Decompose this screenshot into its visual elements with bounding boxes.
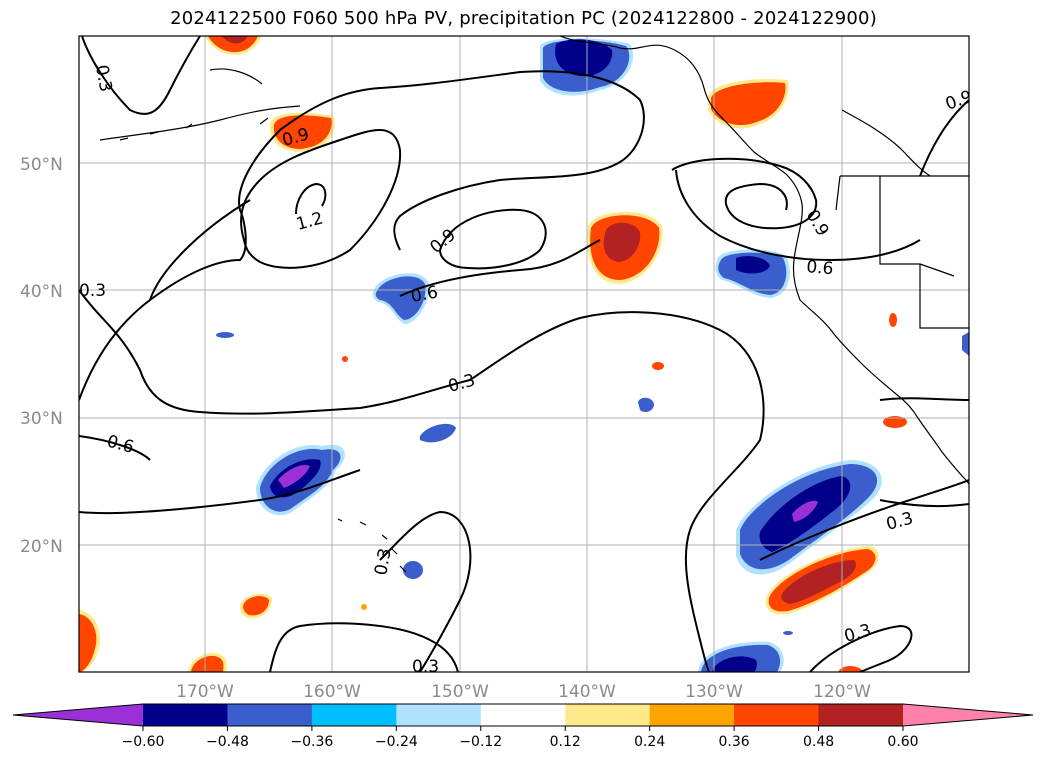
contour-label: 0.3 — [91, 63, 115, 93]
colorbar-tick-label: −0.60 — [122, 734, 165, 750]
colorbar-segment — [480, 704, 566, 726]
precip-anomaly-layer — [79, 36, 969, 672]
precip-blob-positive — [79, 593, 864, 672]
colorbar: −0.60 −0.48 −0.36 −0.24 −0.12 0.12 0.24 0.36 0.4… — [12, 703, 1034, 750]
pv-contour — [79, 469, 361, 515]
colorbar-tick-label: 0.12 — [550, 734, 581, 750]
precip-blob-negative — [216, 313, 969, 635]
precip-blob-positive — [587, 211, 663, 284]
colorbar-tick-label: −0.12 — [459, 734, 502, 750]
precip-blob-negative — [736, 460, 882, 575]
colorbar-tick-label: 0.60 — [887, 734, 918, 750]
colorbar-segment — [143, 704, 228, 726]
lat-label: 30°N — [20, 409, 63, 429]
lat-label: 20°N — [20, 537, 63, 557]
colorbar-segment — [649, 704, 735, 726]
colorbar-segment — [396, 704, 482, 726]
lon-label: 160°W — [303, 682, 361, 702]
colorbar-extend-max — [903, 704, 1033, 726]
pv-contour — [879, 397, 969, 401]
pv-contour — [439, 208, 547, 270]
pv-contour — [759, 479, 969, 561]
pv-contour — [81, 36, 201, 115]
pv-contour — [79, 435, 151, 461]
pv-contour — [879, 499, 969, 508]
colorbar-tick-label: 0.36 — [719, 734, 750, 750]
colorbar-segment — [227, 704, 313, 726]
lon-label: 140°W — [558, 682, 616, 702]
lat-label: 40°N — [20, 282, 63, 302]
colorbar-tick-label: 0.48 — [803, 734, 834, 750]
lon-label: 120°W — [813, 682, 871, 702]
precip-blob-positive — [765, 546, 879, 615]
coastlines — [99, 36, 969, 573]
lat-label: 50°N — [20, 155, 63, 175]
lon-label: 150°W — [431, 682, 489, 702]
lon-label: 130°W — [685, 682, 743, 702]
precip-blob-negative — [715, 249, 790, 298]
latitude-labels: 50°N 40°N 30°N 20°N — [20, 155, 63, 557]
pv-contour — [269, 622, 459, 672]
pv-contour — [295, 182, 327, 215]
pv-contour — [919, 99, 969, 177]
colorbar-tick-label: −0.24 — [375, 734, 418, 750]
precip-blob-positive — [205, 36, 262, 55]
colorbar-tick-label: −0.36 — [290, 734, 333, 750]
colorbar-segment — [734, 704, 820, 726]
map-title: 2024122500 F060 500 hPa PV, precipitatio… — [170, 8, 877, 29]
contour-label: 0.3 — [412, 657, 439, 677]
contour-label: 0.3 — [79, 281, 106, 301]
pv-contour — [671, 157, 818, 230]
pv-contours — [79, 36, 969, 672]
map-border — [78, 35, 970, 673]
pv-contour — [79, 70, 645, 401]
pv-contour — [379, 510, 472, 672]
precip-blob-negative — [698, 641, 784, 672]
contour-label: 0.6 — [806, 257, 835, 279]
colorbar-tick-label: 0.24 — [634, 734, 665, 750]
pv-contour — [149, 199, 601, 301]
colorbar-extend-min — [13, 704, 143, 726]
pv-contour — [675, 169, 921, 262]
colorbar-segment — [565, 704, 651, 726]
colorbar-tick-label: −0.48 — [206, 734, 249, 750]
precip-blob-negative — [372, 273, 429, 324]
contour-label: 0.6 — [409, 283, 439, 307]
pv-contour — [79, 289, 765, 672]
longitude-labels: 170°W 160°W 150°W 140°W 130°W 120°W — [176, 682, 871, 702]
colorbar-segment — [818, 704, 904, 726]
colorbar-segment — [311, 704, 397, 726]
lon-label: 170°W — [176, 682, 234, 702]
contour-label: 0.3 — [371, 547, 395, 577]
precip-blob-positive — [708, 78, 789, 129]
pv-contour — [809, 624, 913, 672]
pv-contour — [240, 129, 402, 269]
graticule — [79, 36, 969, 672]
